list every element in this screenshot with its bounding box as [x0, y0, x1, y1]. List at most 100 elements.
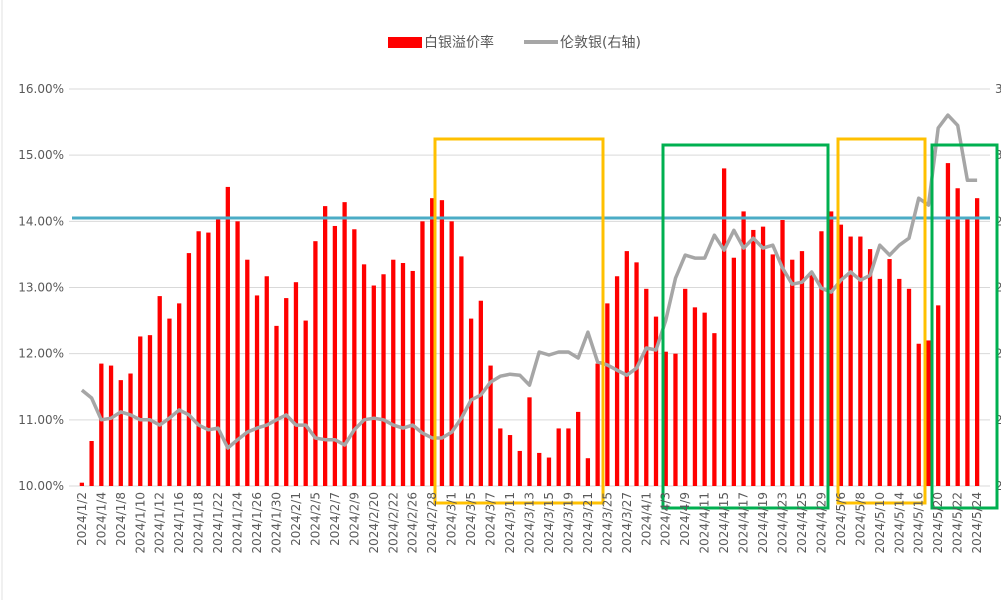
bar [692, 307, 698, 486]
legend-label: 白银溢价率 [424, 34, 494, 51]
highlight-box [661, 143, 830, 510]
bar [760, 226, 766, 487]
bar [99, 363, 104, 486]
bar [974, 198, 980, 487]
bar [614, 276, 620, 486]
x-tick-label: 2024/2/28 [425, 492, 439, 554]
bar [576, 411, 581, 486]
x-tick-label: 2024/2/9 [347, 492, 361, 546]
bar [819, 231, 824, 486]
bar [799, 251, 805, 486]
bar [556, 428, 561, 486]
bar [965, 216, 970, 486]
bar [848, 236, 853, 486]
bar [867, 249, 873, 486]
legend: 白银溢价率 伦敦银(右轴) [388, 34, 641, 51]
x-tick-label: 2024/1/18 [192, 492, 206, 554]
bar [829, 211, 834, 487]
highlight-box [836, 137, 927, 505]
x-tick-label: 2024/2/26 [406, 492, 420, 554]
x-tick-label: 2024/3/1 [445, 492, 459, 546]
x-tick-label: 2024/5/14 [892, 492, 906, 554]
x-tick-label: 2024/2/5 [308, 492, 322, 546]
x-tick-label: 2024/2/22 [386, 492, 400, 554]
x-tick-label: 2024/1/2 [75, 492, 89, 546]
x-tick-label: 2024/5/24 [970, 492, 984, 554]
bar [809, 272, 814, 486]
x-tick-label: 2024/1/26 [250, 492, 264, 554]
bar [128, 373, 133, 486]
bar [780, 220, 785, 486]
y-tick-label: 15.00% [18, 148, 64, 162]
bar [537, 452, 542, 486]
bar [488, 365, 493, 486]
bar [916, 343, 921, 486]
x-tick-label: 2024/4/19 [756, 492, 770, 554]
bar [420, 221, 425, 487]
bar [400, 263, 406, 486]
x-tick-label: 2024/3/25 [600, 492, 614, 554]
y-tick-label: 16.00% [18, 82, 64, 96]
bar [225, 186, 230, 486]
bar [936, 305, 941, 486]
bar [683, 288, 688, 486]
x-tick-label: 2024/3/5 [464, 492, 478, 546]
x-tick-label: 2024/5/10 [873, 492, 887, 554]
bar [790, 259, 795, 486]
bar [332, 225, 338, 486]
x-tick-label: 2024/1/30 [269, 492, 283, 554]
bar [546, 457, 552, 486]
bar [877, 278, 882, 486]
bar [624, 251, 629, 486]
highlight-box [930, 143, 999, 510]
x-tick-label: 2024/4/17 [737, 492, 751, 554]
x-tick-label: 2024/3/27 [620, 492, 634, 554]
bar [215, 219, 221, 486]
y-tick-label: 14.00% [18, 214, 64, 228]
bar [498, 428, 503, 486]
legend-swatch [388, 37, 422, 48]
bar [157, 296, 162, 486]
bar [945, 163, 951, 486]
x-tick-label: 2024/5/20 [931, 492, 945, 554]
bar [264, 276, 269, 486]
x-tick-label: 2024/1/8 [114, 492, 128, 546]
bar [410, 270, 415, 486]
bar [167, 318, 172, 486]
bar [274, 325, 279, 486]
bar [186, 253, 192, 486]
y-tick-label: 11.00% [18, 413, 64, 427]
bar [585, 458, 591, 486]
highlight-box [433, 137, 605, 505]
x-tick-label: 2024/3/19 [561, 492, 575, 554]
bar [89, 441, 94, 486]
bar [595, 363, 600, 486]
bar [507, 435, 513, 486]
bar [702, 312, 707, 486]
x-tick-label: 2024/3/11 [503, 492, 517, 554]
bar [342, 202, 347, 486]
x-tick-label: 2024/4/9 [678, 492, 692, 546]
x-tick-label: 2024/5/6 [834, 492, 848, 546]
x-tick-label: 2024/1/24 [231, 492, 245, 554]
x-tick-label: 2024/2/1 [289, 492, 303, 546]
bar [731, 257, 736, 486]
bar [644, 288, 649, 486]
bar [79, 482, 85, 486]
bar [906, 288, 912, 486]
x-tick-label: 2024/4/23 [776, 492, 790, 554]
bar [721, 168, 727, 486]
bar [712, 333, 717, 486]
bar [138, 336, 143, 486]
x-tick-label: 2024/4/1 [639, 492, 653, 546]
bar [741, 211, 746, 487]
bar [751, 229, 756, 486]
x-tick-label: 2024/5/22 [951, 492, 965, 554]
bar [206, 232, 211, 486]
bar [897, 278, 902, 486]
y-tick-label: 12.00% [18, 347, 64, 361]
y2-tick-label: 32 [995, 82, 1001, 96]
x-tick-label: 2024/3/7 [484, 492, 498, 546]
bar [634, 262, 639, 486]
